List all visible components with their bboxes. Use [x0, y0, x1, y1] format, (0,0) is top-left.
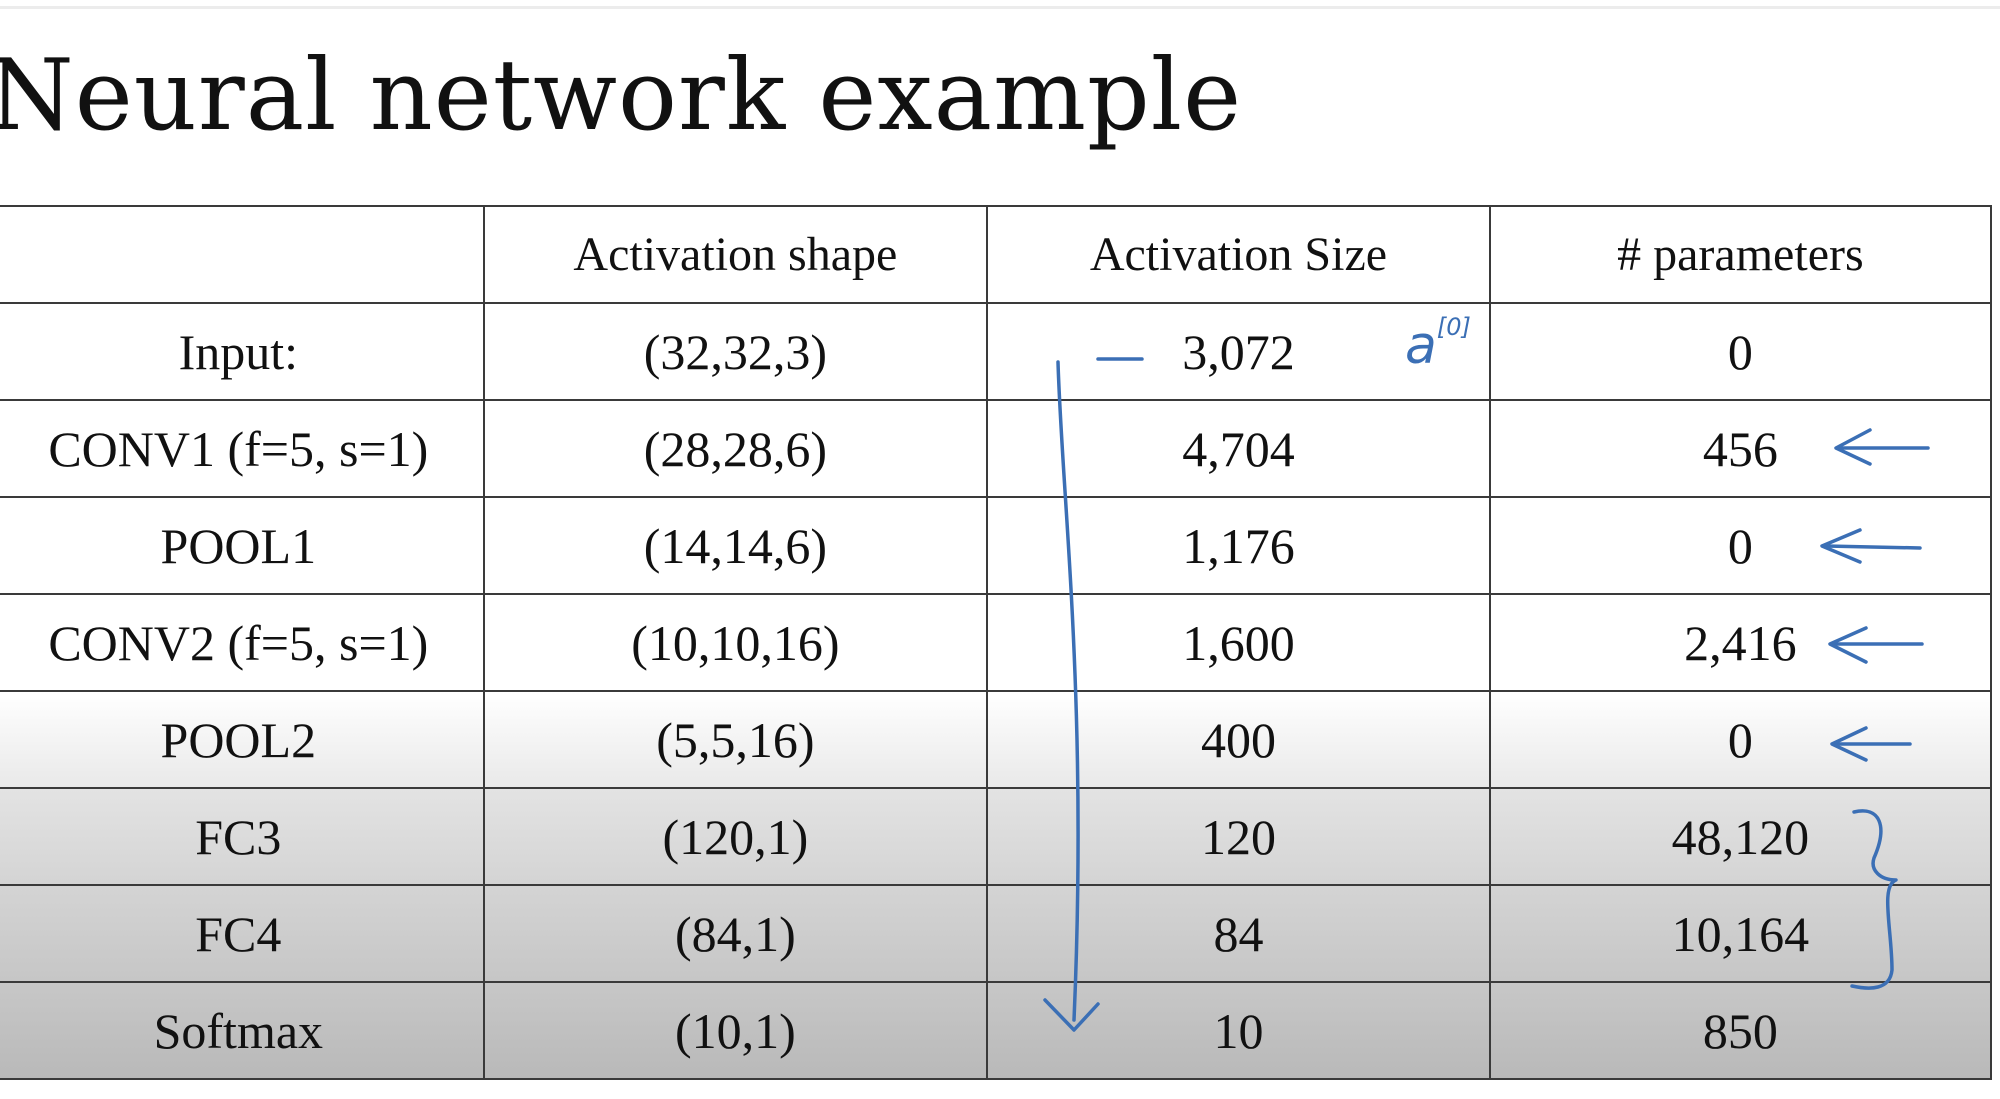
layer-name: POOL2 — [0, 690, 485, 789]
activation-shape: (10,1) — [482, 981, 989, 1080]
activation-size: 120 — [986, 787, 1491, 886]
activation-size: 4,704 — [986, 399, 1491, 498]
layer-name: CONV1 (f=5, s=1) — [0, 399, 485, 498]
table-row: Input: (32,32,3) 3,072 0 — [0, 302, 1993, 401]
header-activation-size: Activation Size — [986, 205, 1491, 304]
parameters: 10,164 — [1488, 884, 1993, 983]
activation-size: 1,176 — [986, 496, 1491, 595]
activation-size: 1,600 — [986, 593, 1491, 692]
parameters: 456 — [1488, 399, 1993, 498]
input-annotation-superscript: [0] — [1436, 312, 1471, 341]
parameters: 48,120 — [1488, 787, 1993, 886]
input-annotation: a[0] — [1405, 312, 1471, 376]
parameters: 0 — [1488, 496, 1993, 595]
activation-shape: (14,14,6) — [482, 496, 989, 595]
top-divider — [0, 6, 2000, 9]
layer-name: FC3 — [0, 787, 485, 886]
network-table: Activation shape Activation Size # param… — [0, 205, 1993, 1080]
layer-name: Softmax — [0, 981, 485, 1080]
activation-shape: (10,10,16) — [482, 593, 989, 692]
activation-size: 84 — [986, 884, 1491, 983]
header-layer — [0, 205, 485, 304]
activation-shape: (28,28,6) — [482, 399, 989, 498]
parameters: 850 — [1488, 981, 1993, 1080]
parameters: 0 — [1488, 690, 1993, 789]
slide-title: Neural network example — [0, 39, 1243, 153]
layer-name: Input: — [0, 302, 485, 401]
table-row: POOL2 (5,5,16) 400 0 — [0, 690, 1993, 789]
activation-shape: (120,1) — [482, 787, 989, 886]
table-row: FC3 (120,1) 120 48,120 — [0, 787, 1993, 886]
parameters: 0 — [1488, 302, 1993, 401]
table-row: POOL1 (14,14,6) 1,176 0 — [0, 496, 1993, 595]
layer-name: POOL1 — [0, 496, 485, 595]
parameters: 2,416 — [1488, 593, 1993, 692]
activation-size: 10 — [986, 981, 1491, 1080]
activation-shape: (84,1) — [482, 884, 989, 983]
layer-name: FC4 — [0, 884, 485, 983]
input-annotation-letter: a — [1405, 316, 1437, 376]
table-row: CONV2 (f=5, s=1) (10,10,16) 1,600 2,416 — [0, 593, 1993, 692]
layer-name: CONV2 (f=5, s=1) — [0, 593, 485, 692]
header-parameters: # parameters — [1488, 205, 1993, 304]
table-row: FC4 (84,1) 84 10,164 — [0, 884, 1993, 983]
activation-shape: (5,5,16) — [482, 690, 989, 789]
header-activation-shape: Activation shape — [482, 205, 989, 304]
activation-shape: (32,32,3) — [482, 302, 989, 401]
table-row: CONV1 (f=5, s=1) (28,28,6) 4,704 456 — [0, 399, 1993, 498]
table-row: Softmax (10,1) 10 850 — [0, 981, 1993, 1080]
table-header-row: Activation shape Activation Size # param… — [0, 205, 1993, 304]
activation-size: 400 — [986, 690, 1491, 789]
